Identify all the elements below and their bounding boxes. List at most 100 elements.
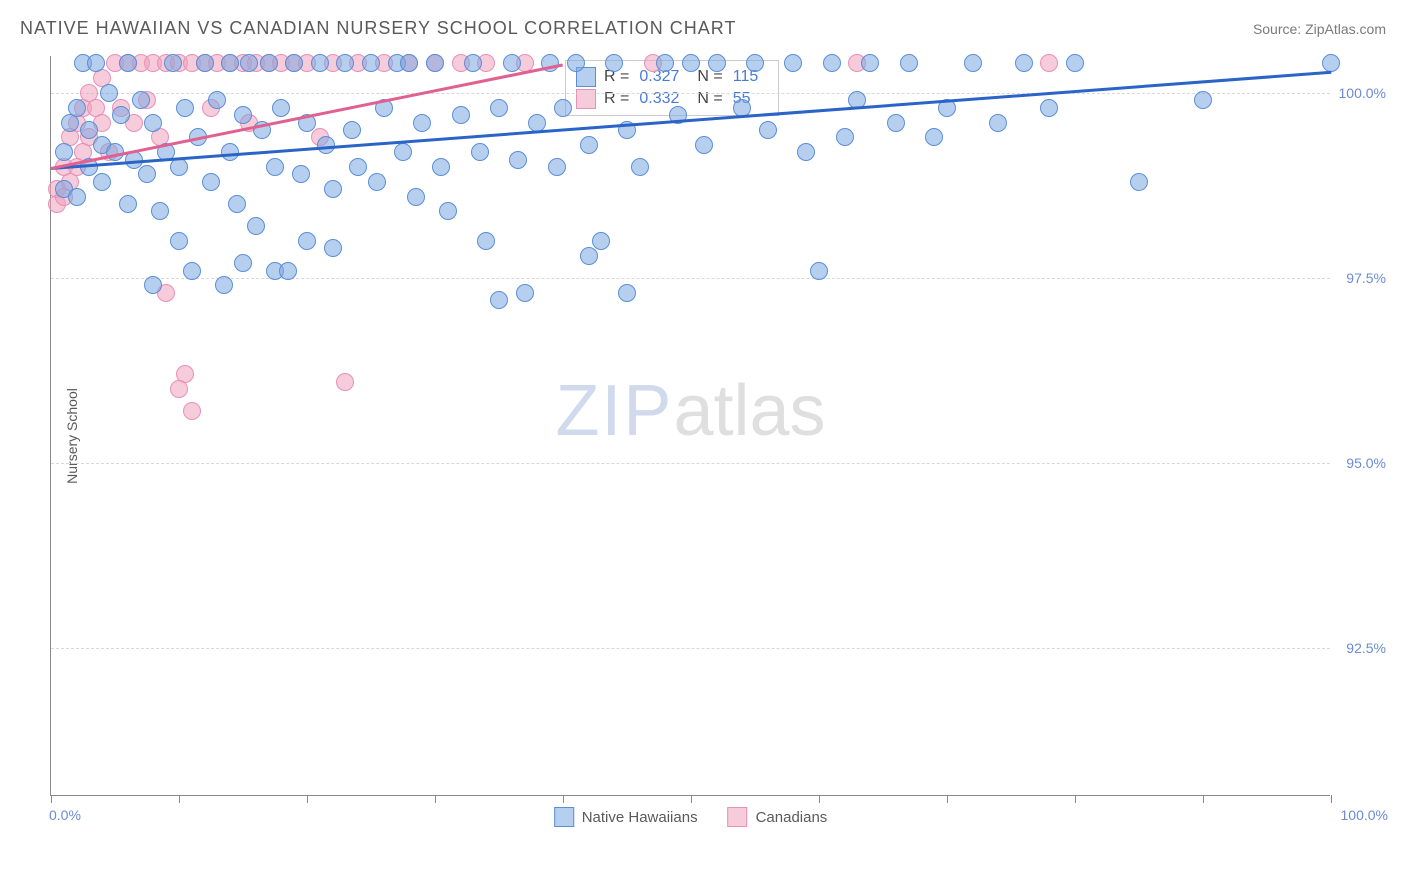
- scatter-point-hawaiians: [343, 121, 361, 139]
- scatter-point-hawaiians: [272, 99, 290, 117]
- scatter-point-hawaiians: [336, 54, 354, 72]
- scatter-point-hawaiians: [432, 158, 450, 176]
- x-tick: [179, 795, 180, 803]
- y-tick-label: 95.0%: [1346, 455, 1386, 471]
- scatter-point-hawaiians: [298, 232, 316, 250]
- scatter-point-hawaiians: [1322, 54, 1340, 72]
- scatter-point-hawaiians: [68, 188, 86, 206]
- scatter-point-hawaiians: [240, 54, 258, 72]
- scatter-point-hawaiians: [138, 165, 156, 183]
- scatter-point-hawaiians: [477, 232, 495, 250]
- scatter-point-hawaiians: [836, 128, 854, 146]
- scatter-point-hawaiians: [144, 276, 162, 294]
- scatter-point-hawaiians: [368, 173, 386, 191]
- grid-line: [51, 93, 1330, 94]
- scatter-point-hawaiians: [208, 91, 226, 109]
- scatter-point-hawaiians: [464, 54, 482, 72]
- scatter-point-hawaiians: [528, 114, 546, 132]
- scatter-point-hawaiians: [362, 54, 380, 72]
- scatter-point-hawaiians: [759, 121, 777, 139]
- scatter-point-hawaiians: [554, 99, 572, 117]
- x-tick: [819, 795, 820, 803]
- scatter-point-canadians: [183, 402, 201, 420]
- legend-label: Native Hawaiians: [582, 809, 698, 826]
- scatter-point-hawaiians: [490, 291, 508, 309]
- x-tick: [307, 795, 308, 803]
- scatter-point-hawaiians: [656, 54, 674, 72]
- x-tick: [51, 795, 52, 803]
- legend-item: Canadians: [728, 807, 828, 827]
- scatter-point-hawaiians: [1015, 54, 1033, 72]
- scatter-point-hawaiians: [509, 151, 527, 169]
- legend-label: Canadians: [756, 809, 828, 826]
- scatter-point-hawaiians: [407, 188, 425, 206]
- y-tick-label: 92.5%: [1346, 640, 1386, 656]
- scatter-point-hawaiians: [349, 158, 367, 176]
- scatter-point-hawaiians: [516, 284, 534, 302]
- scatter-point-hawaiians: [266, 158, 284, 176]
- y-tick-label: 97.5%: [1346, 270, 1386, 286]
- x-axis-max-label: 100.0%: [1341, 807, 1388, 823]
- scatter-point-hawaiians: [234, 254, 252, 272]
- scatter-point-hawaiians: [1130, 173, 1148, 191]
- scatter-point-hawaiians: [618, 284, 636, 302]
- scatter-point-hawaiians: [202, 173, 220, 191]
- scatter-point-hawaiians: [413, 114, 431, 132]
- scatter-point-hawaiians: [1194, 91, 1212, 109]
- scatter-point-hawaiians: [164, 54, 182, 72]
- scatter-point-hawaiians: [311, 54, 329, 72]
- x-tick: [563, 795, 564, 803]
- x-tick: [1075, 795, 1076, 803]
- y-tick-label: 100.0%: [1339, 85, 1386, 101]
- scatter-point-hawaiians: [119, 195, 137, 213]
- scatter-point-hawaiians: [55, 143, 73, 161]
- scatter-point-canadians: [336, 373, 354, 391]
- scatter-point-hawaiians: [100, 84, 118, 102]
- scatter-point-hawaiians: [439, 202, 457, 220]
- stats-row-hawaiians: R =0.327N =115: [576, 67, 768, 87]
- scatter-point-hawaiians: [823, 54, 841, 72]
- scatter-point-hawaiians: [324, 180, 342, 198]
- scatter-point-hawaiians: [784, 54, 802, 72]
- scatter-point-hawaiians: [631, 158, 649, 176]
- x-tick: [947, 795, 948, 803]
- scatter-point-hawaiians: [592, 232, 610, 250]
- scatter-point-hawaiians: [471, 143, 489, 161]
- scatter-point-hawaiians: [170, 232, 188, 250]
- scatter-point-hawaiians: [605, 54, 623, 72]
- scatter-point-hawaiians: [215, 276, 233, 294]
- chart-title: NATIVE HAWAIIAN VS CANADIAN NURSERY SCHO…: [20, 18, 736, 39]
- scatter-point-hawaiians: [1040, 99, 1058, 117]
- scatter-point-hawaiians: [132, 91, 150, 109]
- scatter-point-hawaiians: [682, 54, 700, 72]
- scatter-point-hawaiians: [247, 217, 265, 235]
- scatter-point-hawaiians: [68, 99, 86, 117]
- scatter-point-hawaiians: [1066, 54, 1084, 72]
- legend-swatch: [576, 89, 596, 109]
- scatter-point-hawaiians: [285, 54, 303, 72]
- grid-line: [51, 463, 1330, 464]
- scatter-point-hawaiians: [119, 54, 137, 72]
- scatter-point-hawaiians: [925, 128, 943, 146]
- scatter-point-hawaiians: [324, 239, 342, 257]
- scatter-point-hawaiians: [112, 106, 130, 124]
- scatter-point-hawaiians: [695, 136, 713, 154]
- bottom-legend: Native Hawaiians Canadians: [554, 807, 828, 827]
- legend-swatch: [554, 807, 574, 827]
- scatter-point-hawaiians: [234, 106, 252, 124]
- scatter-point-hawaiians: [810, 262, 828, 280]
- scatter-point-hawaiians: [452, 106, 470, 124]
- scatter-point-hawaiians: [797, 143, 815, 161]
- legend-swatch: [728, 807, 748, 827]
- plot-area: ZIPatlas R =0.327N =115R =0.332N =55 Nat…: [50, 56, 1330, 796]
- scatter-point-canadians: [176, 365, 194, 383]
- scatter-point-hawaiians: [503, 54, 521, 72]
- scatter-point-hawaiians: [176, 99, 194, 117]
- scatter-point-hawaiians: [746, 54, 764, 72]
- x-tick: [691, 795, 692, 803]
- scatter-point-hawaiians: [580, 247, 598, 265]
- scatter-point-hawaiians: [292, 165, 310, 183]
- scatter-point-hawaiians: [400, 54, 418, 72]
- scatter-point-hawaiians: [183, 262, 201, 280]
- scatter-point-hawaiians: [580, 136, 598, 154]
